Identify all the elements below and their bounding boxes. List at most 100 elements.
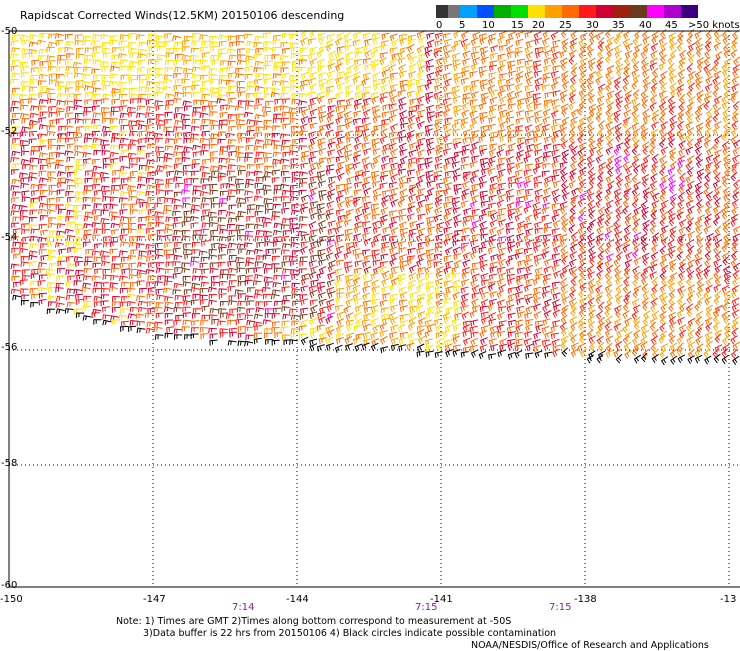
wind-barb (147, 132, 155, 137)
wind-barb (398, 241, 406, 248)
wind-barb (552, 203, 560, 209)
wind-barb (47, 56, 55, 61)
wind-barb (101, 178, 109, 183)
wind-barb (30, 124, 38, 130)
wind-barb (328, 142, 336, 149)
wind-barb (443, 135, 450, 143)
wind-barb (579, 289, 585, 298)
wind-barb (389, 79, 397, 86)
wind-barb (291, 243, 300, 248)
wind-barb (30, 80, 38, 85)
wind-barb (147, 94, 155, 99)
wind-barb (67, 119, 75, 125)
wind-barb (182, 263, 190, 268)
wind-barb (389, 157, 397, 163)
wind-barb (238, 92, 246, 98)
wind-barb (309, 318, 317, 325)
wind-barb (110, 163, 118, 169)
wind-barb (128, 186, 136, 191)
wind-barb (156, 151, 164, 157)
wind-barb (498, 54, 506, 61)
wind-barb (336, 210, 344, 216)
wind-barb (660, 246, 666, 255)
wind-barb (112, 99, 120, 105)
wind-barb (382, 279, 389, 287)
wind-barb (218, 321, 226, 326)
wind-barb (111, 145, 119, 150)
wind-barb (346, 299, 354, 306)
wind-barb (200, 235, 208, 240)
wind-barb (128, 314, 137, 319)
wind-barb (390, 149, 397, 157)
wind-barb (57, 269, 65, 274)
wind-barb (569, 173, 576, 181)
wind-barb (472, 299, 479, 307)
wind-barb (327, 329, 334, 337)
wind-barb (157, 230, 165, 235)
wind-barb (623, 240, 630, 248)
wind-barb (67, 107, 75, 112)
wind-barb (175, 120, 183, 125)
wind-barb (92, 119, 100, 124)
wind-barb (659, 114, 665, 123)
wind-barb (309, 236, 317, 243)
wind-barb (416, 91, 424, 98)
wind-barb (452, 267, 460, 274)
wind-barb (426, 351, 434, 357)
wind-barb (335, 345, 342, 353)
wind-barb (328, 51, 335, 59)
wind-barb (499, 74, 507, 80)
wind-barb (589, 342, 595, 351)
wind-barb (104, 132, 112, 137)
wind-barb (120, 276, 128, 281)
wind-barb (553, 209, 561, 216)
wind-barb (327, 272, 335, 279)
wind-barb (165, 297, 173, 302)
wind-barb (381, 77, 389, 84)
wind-barb (22, 270, 30, 275)
wind-barb (128, 263, 136, 269)
wind-barb (299, 326, 307, 332)
wind-barb (418, 214, 426, 220)
wind-barb (139, 210, 147, 216)
wind-barb (706, 116, 712, 125)
wind-barb (92, 172, 100, 177)
wind-barb (309, 47, 317, 54)
wind-barb (471, 131, 479, 137)
wind-barb (679, 264, 686, 273)
wind-barb (282, 74, 290, 80)
wind-barbs-layer (11, 29, 740, 365)
wind-barb (417, 138, 425, 145)
wind-barb (101, 295, 109, 300)
wind-barb (237, 82, 245, 87)
wind-barb (497, 312, 504, 320)
wind-barb (245, 74, 253, 79)
wind-barb (318, 214, 326, 221)
wind-barb (389, 332, 397, 339)
wind-barb (282, 34, 290, 39)
wind-barb (281, 197, 289, 202)
wind-barb (616, 179, 623, 187)
wind-barb (264, 302, 272, 307)
wind-barb (507, 278, 515, 285)
wind-barb (398, 90, 406, 97)
wind-barb (102, 151, 110, 156)
wind-barb (434, 215, 442, 222)
wind-barb (534, 222, 542, 229)
wind-barb (416, 195, 424, 202)
wind-barb (560, 162, 568, 168)
wind-barb (174, 152, 182, 157)
wind-barb (497, 242, 505, 249)
wind-barb (526, 306, 534, 313)
wind-barb (93, 166, 102, 171)
wind-barb (84, 190, 92, 195)
wind-barb (328, 182, 335, 190)
wind-barb (336, 131, 344, 138)
wind-barb (625, 318, 632, 326)
wind-barb (154, 133, 162, 138)
wind-barb (326, 130, 334, 137)
wind-barb (615, 51, 622, 59)
wind-barb (310, 255, 318, 261)
wind-barb (175, 42, 183, 47)
wind-barb (11, 107, 19, 112)
